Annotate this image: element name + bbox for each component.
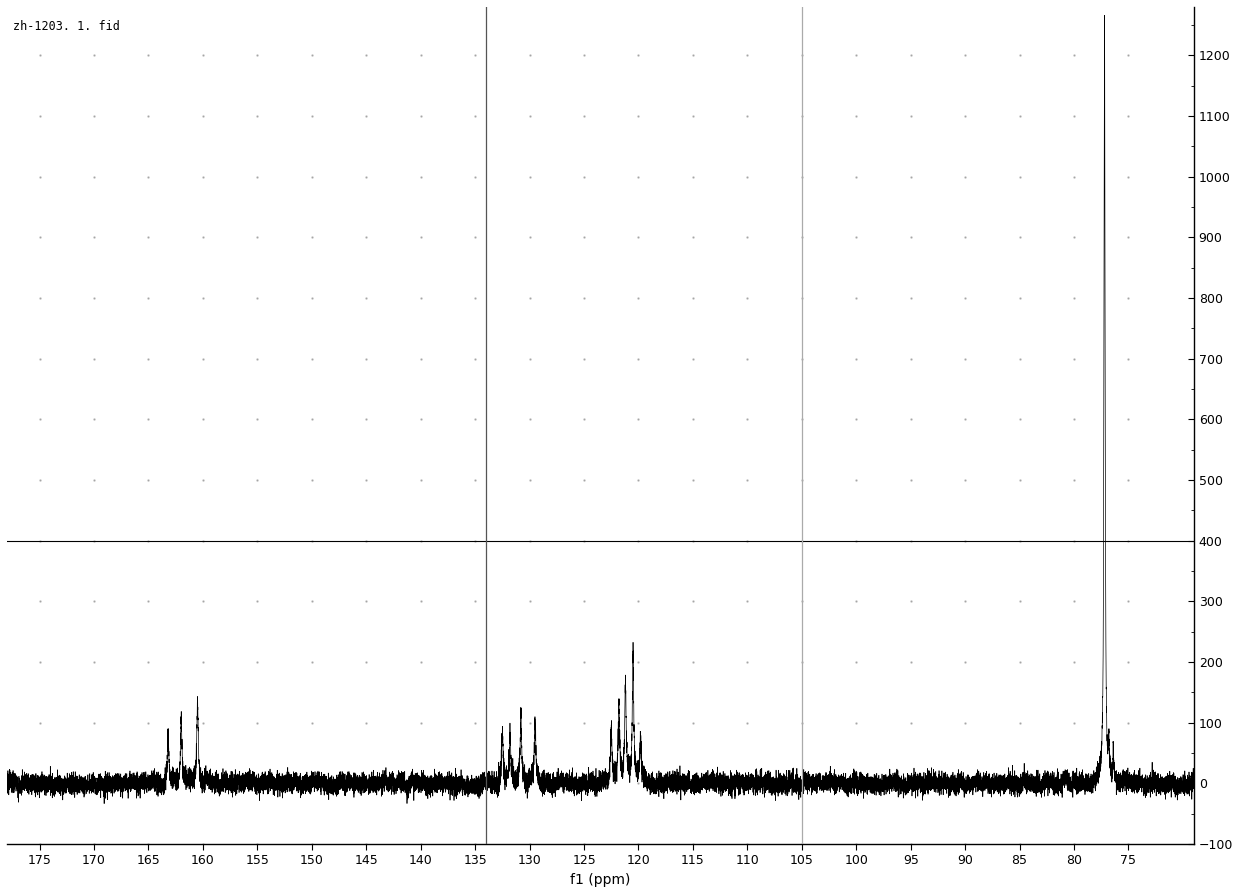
Text: zh-1203. 1. fid: zh-1203. 1. fid: [12, 20, 120, 32]
X-axis label: f1 (ppm): f1 (ppm): [570, 873, 631, 887]
